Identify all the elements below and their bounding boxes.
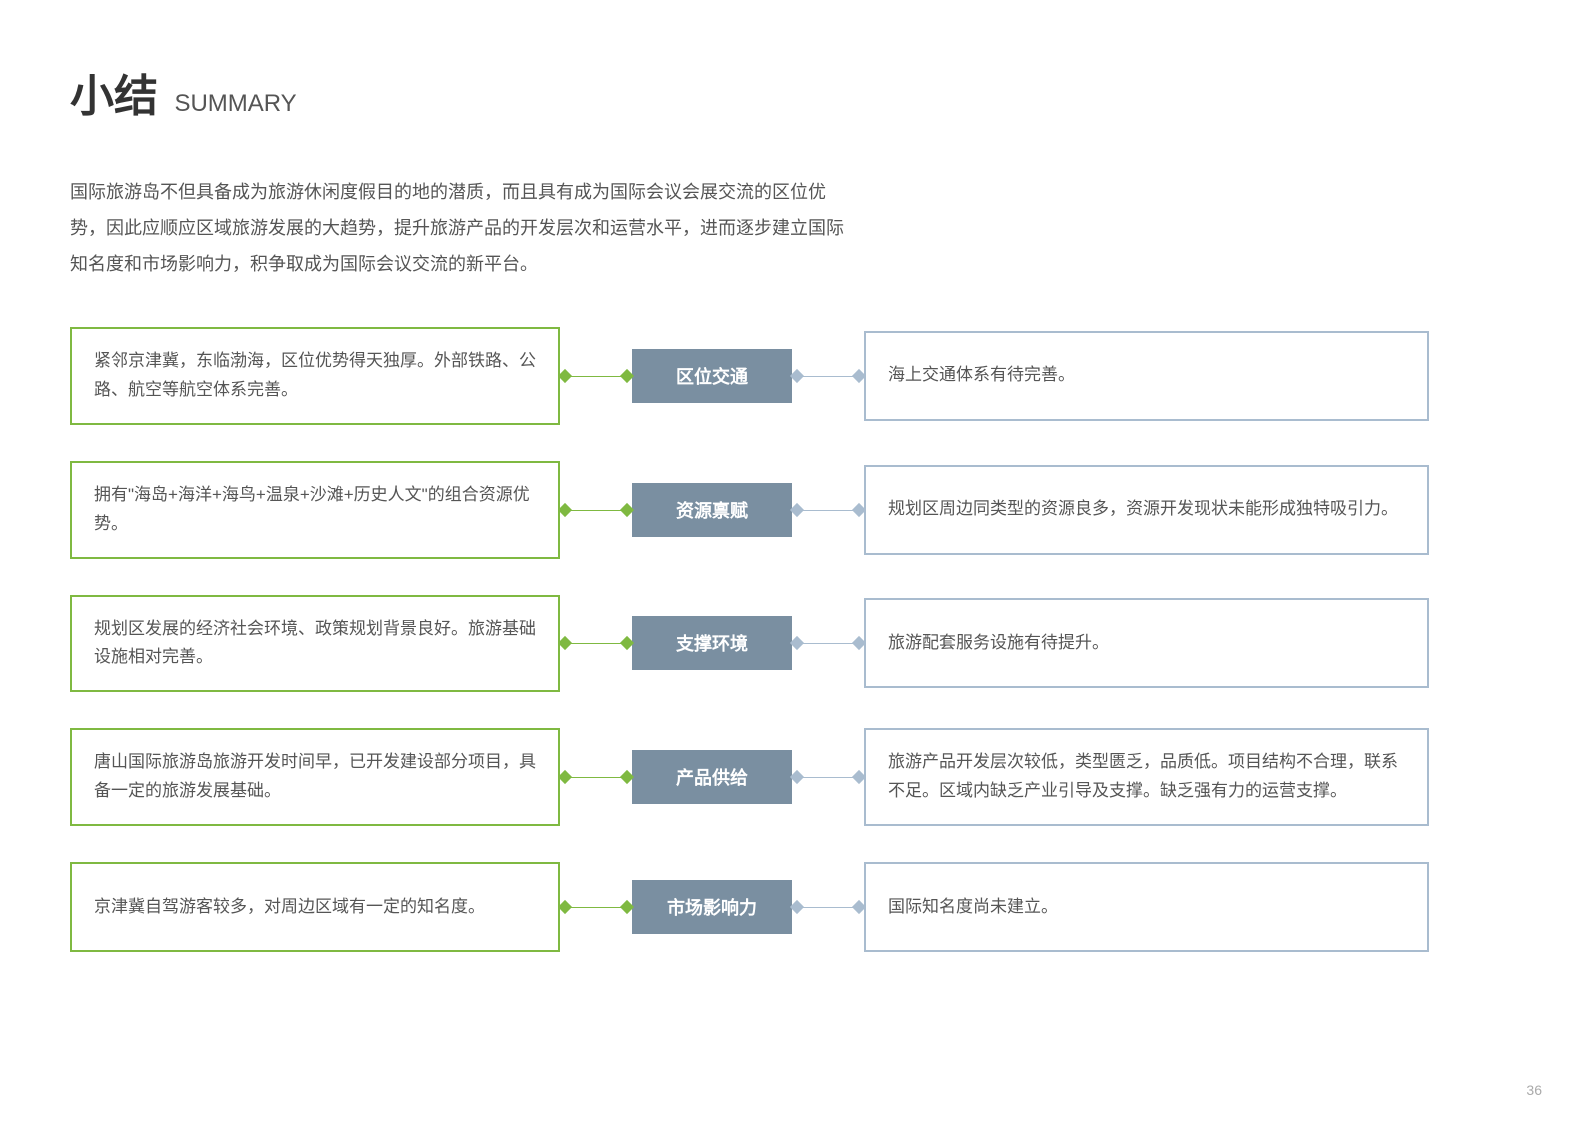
category-label: 支撑环境 [632,616,792,670]
category-label: 产品供给 [632,750,792,804]
comparison-row: 京津冀自驾游客较多，对周边区域有一定的知名度。 市场影响力 国际知名度尚未建立。 [70,862,1517,952]
category-label: 资源禀赋 [632,483,792,537]
left-strength-box: 京津冀自驾游客较多，对周边区域有一定的知名度。 [70,862,560,952]
left-strength-box: 拥有"海岛+海洋+海鸟+温泉+沙滩+历史人文"的组合资源优势。 [70,461,560,559]
right-weakness-box: 旅游配套服务设施有待提升。 [864,598,1429,688]
connector-right [792,897,864,917]
left-strength-box: 唐山国际旅游岛旅游开发时间早，已开发建设部分项目，具备一定的旅游发展基础。 [70,728,560,826]
comparison-row: 紧邻京津冀，东临渤海，区位优势得天独厚。外部铁路、公路、航空等航空体系完善。 区… [70,327,1517,425]
right-weakness-box: 旅游产品开发层次较低，类型匮乏，品质低。项目结构不合理，联系不足。区域内缺乏产业… [864,728,1429,826]
left-strength-box: 规划区发展的经济社会环境、政策规划背景良好。旅游基础设施相对完善。 [70,595,560,693]
comparison-row: 唐山国际旅游岛旅游开发时间早，已开发建设部分项目，具备一定的旅游发展基础。 产品… [70,728,1517,826]
intro-paragraph: 国际旅游岛不但具备成为旅游休闲度假目的地的潜质，而且具有成为国际会议会展交流的区… [70,174,850,282]
page-header: 小结 SUMMARY [70,60,1517,124]
connector-left [560,897,632,917]
comparison-rows: 紧邻京津冀，东临渤海，区位优势得天独厚。外部铁路、公路、航空等航空体系完善。 区… [70,327,1517,952]
title-main: 小结 [70,60,158,124]
comparison-row: 规划区发展的经济社会环境、政策规划背景良好。旅游基础设施相对完善。 支撑环境 旅… [70,595,1517,693]
comparison-row: 拥有"海岛+海洋+海鸟+温泉+沙滩+历史人文"的组合资源优势。 资源禀赋 规划区… [70,461,1517,559]
connector-right [792,366,864,386]
title-sub: SUMMARY [174,90,296,118]
connector-left [560,500,632,520]
page-number: 36 [1526,1082,1542,1098]
connector-left [560,767,632,787]
connector-right [792,633,864,653]
connector-left [560,633,632,653]
left-strength-box: 紧邻京津冀，东临渤海，区位优势得天独厚。外部铁路、公路、航空等航空体系完善。 [70,327,560,425]
connector-right [792,767,864,787]
right-weakness-box: 海上交通体系有待完善。 [864,331,1429,421]
right-weakness-box: 规划区周边同类型的资源良多，资源开发现状未能形成独特吸引力。 [864,465,1429,555]
category-label: 市场影响力 [632,880,792,934]
connector-right [792,500,864,520]
right-weakness-box: 国际知名度尚未建立。 [864,862,1429,952]
category-label: 区位交通 [632,349,792,403]
connector-left [560,366,632,386]
